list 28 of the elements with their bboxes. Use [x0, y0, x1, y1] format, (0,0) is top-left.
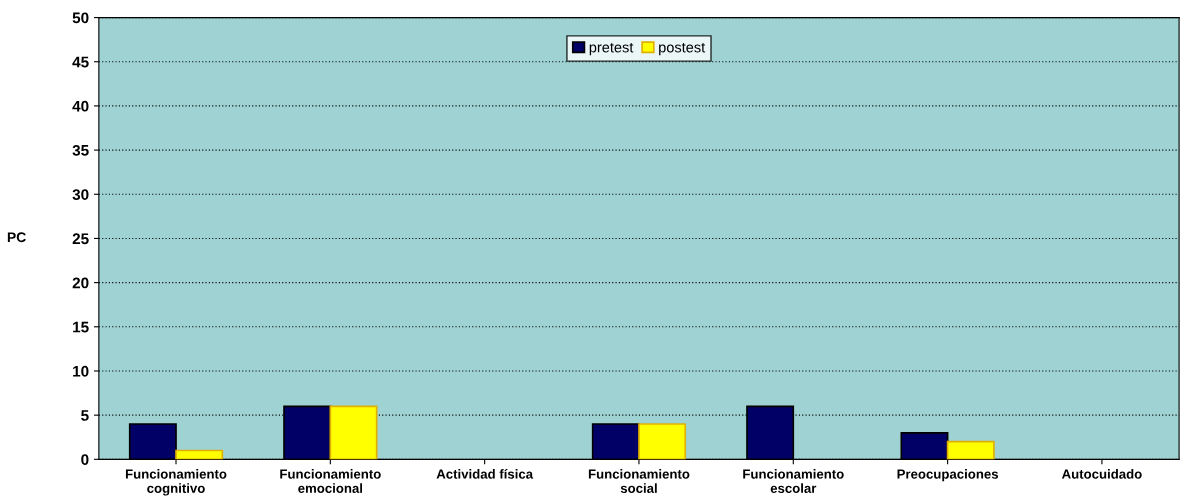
x-tick-label: Funcionamiento emocional: [280, 469, 381, 493]
bar: [946, 440, 995, 460]
y-tick-label: 10: [73, 365, 89, 377]
y-tick-label: 0: [81, 454, 89, 466]
y-tick-label: 50: [72, 12, 89, 24]
y-tick-label: 5: [81, 410, 89, 421]
bar: [128, 423, 177, 460]
legend-label: postest: [659, 42, 706, 56]
y-axis-title: PC: [7, 232, 26, 243]
y-tick-label: 35: [72, 144, 89, 156]
bar: [638, 423, 687, 460]
x-tick-label: Preocupaciones: [897, 469, 999, 482]
legend-label: pretest: [589, 42, 634, 56]
y-tick-label: 15: [73, 321, 89, 333]
bar: [175, 449, 224, 460]
x-tick-label: Funcionamiento social: [588, 469, 690, 493]
y-tick-label: 20: [72, 277, 89, 289]
x-tick-label: Funcionamiento escolar: [743, 469, 844, 493]
x-tick-label: Funcionamiento cognitivo: [125, 469, 227, 496]
bar: [900, 431, 949, 460]
y-tick-label: 25: [72, 233, 89, 245]
bar: [591, 423, 640, 460]
bar: [329, 405, 378, 460]
y-tick-label: 45: [72, 56, 89, 68]
x-tick-label: Actividad física: [436, 468, 534, 479]
y-tick-label: 30: [72, 189, 89, 200]
x-tick-label: Autocuidado: [1061, 469, 1142, 479]
y-tick-label: 40: [72, 100, 89, 112]
